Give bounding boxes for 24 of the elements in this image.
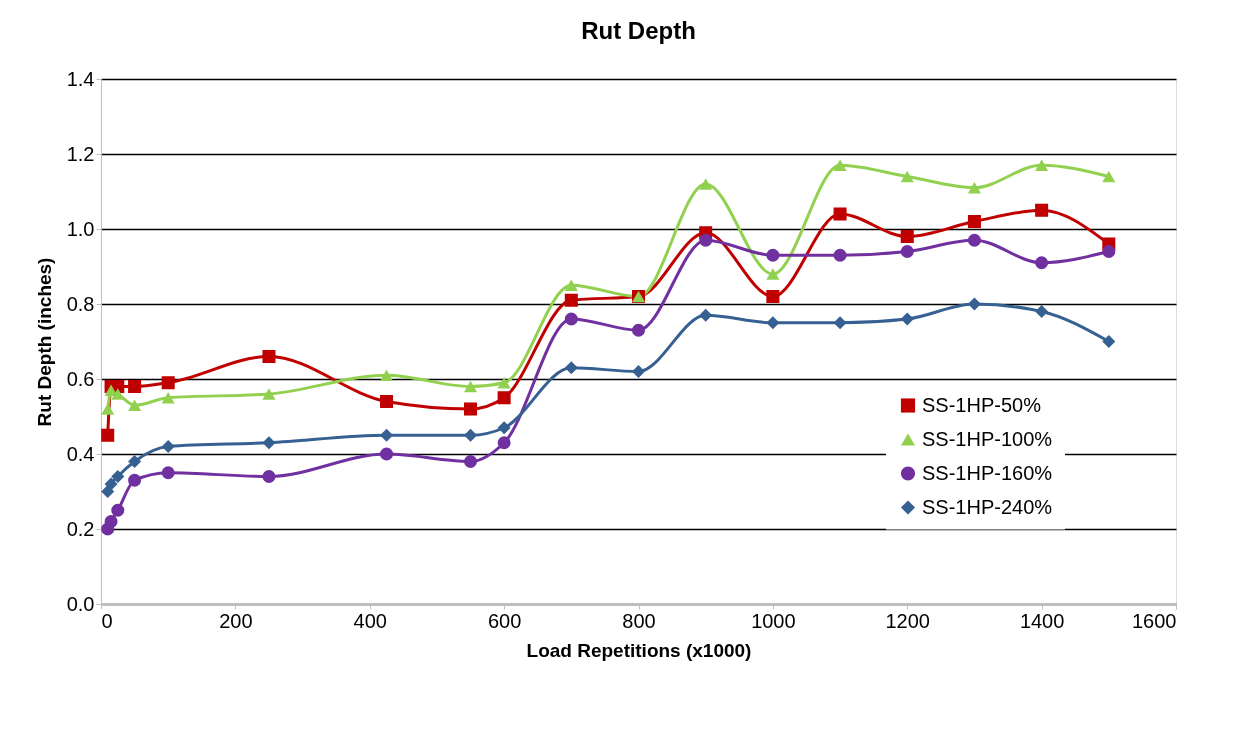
x-tick-label: 400 bbox=[353, 609, 387, 632]
y-axis-title: Rut Depth (inches) bbox=[33, 257, 55, 427]
x-tick-label: 1000 bbox=[751, 609, 796, 632]
y-tick-label: 0.4 bbox=[66, 442, 95, 465]
y-tick-label: 0.8 bbox=[66, 292, 95, 315]
x-tick-label: 800 bbox=[622, 609, 656, 632]
y-tick-label: 0.6 bbox=[66, 367, 95, 390]
x-tick-label: 1200 bbox=[885, 609, 930, 632]
x-tick-label: 1600 bbox=[1132, 609, 1177, 632]
legend-label: SS-1HP-100% bbox=[922, 427, 1053, 450]
y-tick-label: 0.2 bbox=[66, 517, 95, 540]
x-tick-label: 0 bbox=[101, 609, 113, 632]
x-tick-label: 600 bbox=[487, 609, 522, 632]
y-tick-label: 1.2 bbox=[66, 142, 95, 165]
legend-label: SS-1HP-240% bbox=[922, 495, 1053, 518]
y-tick-label: 0.0 bbox=[66, 592, 95, 615]
x-tick-label: 1400 bbox=[1019, 609, 1065, 632]
x-tick-label: 200 bbox=[219, 609, 253, 632]
legend-label: SS-1HP-50% bbox=[922, 393, 1042, 416]
y-tick-label: 1.4 bbox=[66, 67, 95, 90]
y-tick-label: 1.0 bbox=[66, 217, 95, 240]
chart-title: Rut Depth bbox=[581, 17, 696, 44]
x-axis-title: Load Repetitions (x1000) bbox=[526, 639, 752, 661]
legend-label: SS-1HP-160% bbox=[922, 461, 1053, 484]
